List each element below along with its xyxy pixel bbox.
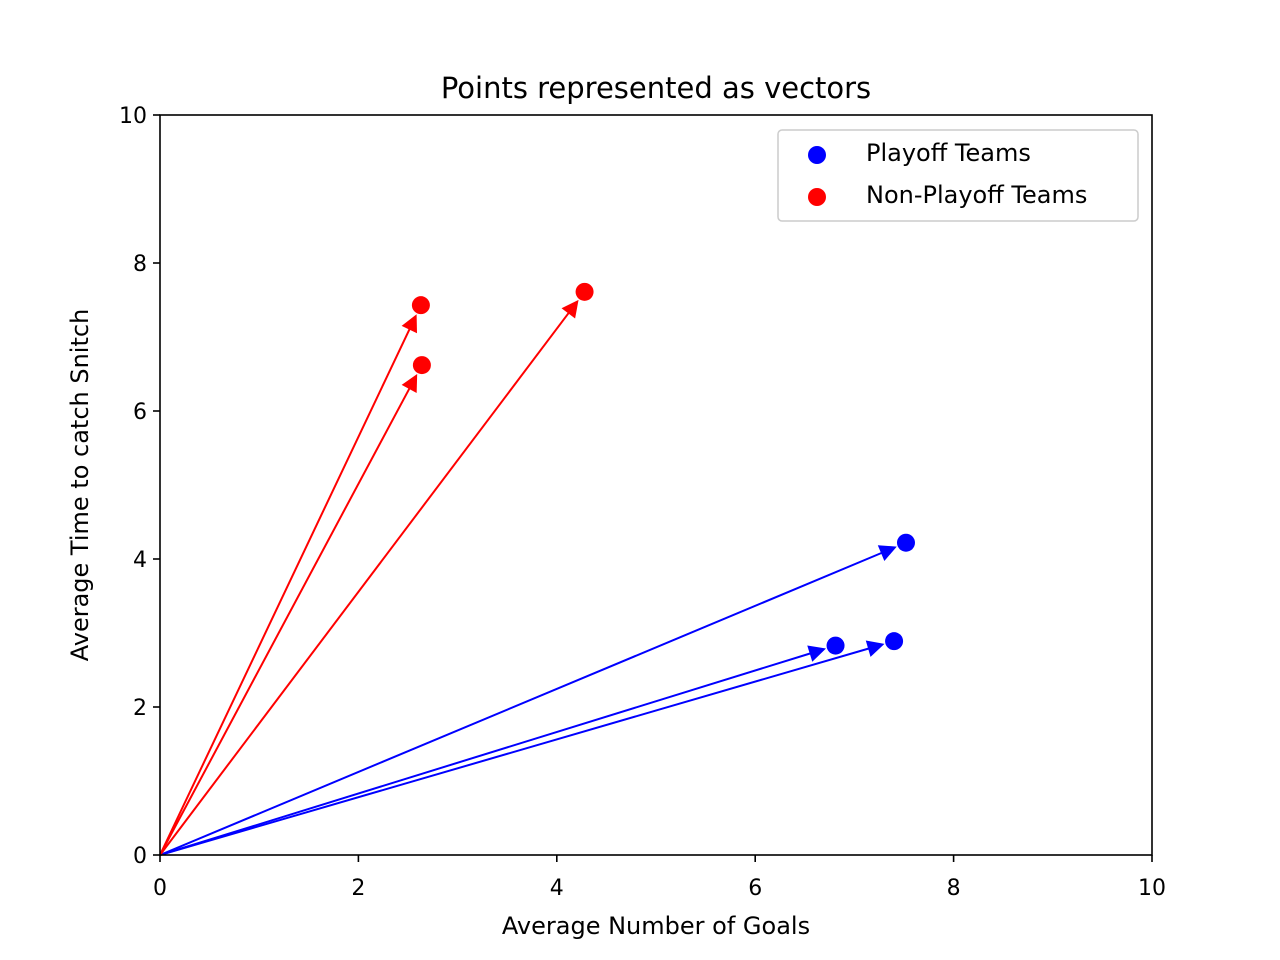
y-tick-label: 4 xyxy=(133,548,147,573)
y-tick-label: 0 xyxy=(133,844,147,869)
y-axis: 0 2 4 6 8 10 xyxy=(119,104,160,869)
x-tick-label: 0 xyxy=(153,876,167,901)
legend: Playoff Teams Non-Playoff Teams xyxy=(777,129,1139,222)
data-point-playoff xyxy=(896,533,915,552)
data-point-playoff xyxy=(885,632,904,651)
point-layer xyxy=(411,282,915,655)
vector-line-non-playoff xyxy=(159,386,411,856)
legend-frame xyxy=(777,129,1139,222)
vector-arrowhead-non-playoff xyxy=(561,299,579,319)
vector-line-playoff xyxy=(159,551,884,856)
vector-line-non-playoff xyxy=(159,327,412,856)
vector-layer xyxy=(159,299,897,856)
vector-arrowhead-non-playoff xyxy=(401,373,418,393)
legend-label-playoff: Playoff Teams xyxy=(866,139,1031,167)
data-point-non-playoff xyxy=(575,282,594,301)
x-tick-label: 6 xyxy=(748,876,762,901)
vector-arrowhead-non-playoff xyxy=(401,314,418,334)
x-axis: 0 2 4 6 8 10 xyxy=(153,855,1166,901)
chart-title: Points represented as vectors xyxy=(441,71,871,105)
legend-marker-non-playoff xyxy=(808,188,826,206)
data-point-playoff xyxy=(826,636,845,655)
y-tick-label: 8 xyxy=(133,252,147,277)
x-tick-label: 10 xyxy=(1138,876,1166,901)
legend-label-non-playoff: Non-Playoff Teams xyxy=(866,181,1087,209)
y-axis-label: Average Time to catch Snitch xyxy=(66,309,94,662)
data-point-non-playoff xyxy=(411,296,430,315)
y-tick-label: 6 xyxy=(133,400,147,425)
legend-marker-playoff xyxy=(808,146,826,164)
plot-frame xyxy=(159,114,1153,856)
vector-arrowhead-playoff xyxy=(877,545,897,561)
x-tick-label: 2 xyxy=(351,876,365,901)
x-axis-label: Average Number of Goals xyxy=(502,912,810,940)
y-tick-label: 2 xyxy=(133,696,147,721)
vector-arrowhead-playoff xyxy=(865,640,885,657)
x-tick-label: 8 xyxy=(947,876,961,901)
vector-line-playoff xyxy=(159,652,812,856)
y-tick-label: 10 xyxy=(119,104,147,129)
data-point-non-playoff xyxy=(412,356,431,375)
vector-line-playoff xyxy=(159,647,871,856)
x-tick-label: 4 xyxy=(550,876,564,901)
vector-line-non-playoff xyxy=(159,311,571,856)
vector-arrowhead-playoff xyxy=(807,645,827,662)
